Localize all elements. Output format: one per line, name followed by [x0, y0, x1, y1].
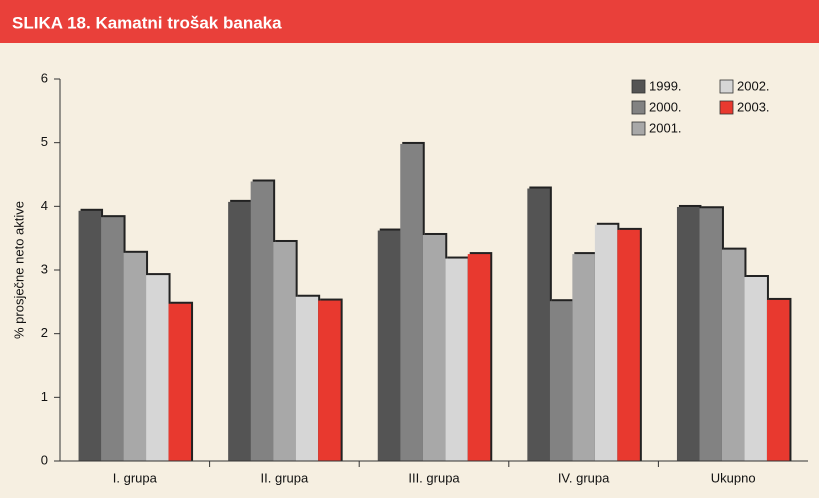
bar [168, 303, 192, 461]
chart-title: SLIKA 18. Kamatni trošak banaka [12, 13, 282, 32]
bar [766, 299, 790, 461]
x-tick-label: I. grupa [113, 470, 158, 485]
x-tick-label: III. grupa [408, 470, 460, 485]
bar [78, 210, 102, 461]
bar [594, 224, 618, 461]
bar [123, 252, 147, 461]
bar [527, 188, 550, 462]
bar [467, 254, 491, 461]
y-tick-label: 0 [41, 452, 48, 467]
y-tick-label: 2 [41, 325, 48, 340]
x-tick-label: IV. grupa [558, 470, 610, 485]
bar [377, 230, 401, 461]
legend-label: 2003. [737, 99, 770, 114]
bar [228, 201, 251, 462]
y-tick-label: 3 [41, 261, 48, 276]
title-bar [0, 0, 819, 43]
legend-label: 2002. [737, 78, 770, 93]
bar [400, 143, 423, 461]
y-tick-label: 4 [41, 198, 48, 213]
legend-swatch [631, 79, 646, 94]
bar [250, 181, 274, 461]
bar [422, 234, 446, 461]
bar [445, 258, 468, 461]
bar [699, 208, 722, 461]
y-tick-label: 1 [41, 389, 48, 404]
y-tick-label: 6 [41, 70, 48, 85]
bar [744, 277, 767, 461]
legend-swatch [631, 121, 646, 136]
bar [318, 300, 341, 461]
bar [295, 296, 319, 461]
x-tick-label: Ukupno [711, 470, 756, 485]
legend-label: 1999. [649, 78, 682, 93]
legend-swatch [631, 100, 646, 115]
bar [617, 229, 640, 461]
x-tick-label: II. grupa [261, 470, 309, 485]
y-axis-label: % prosječne neto aktive [11, 201, 26, 339]
legend-swatch [719, 79, 734, 94]
bar [549, 301, 573, 461]
bar [146, 275, 169, 461]
legend-label: 2001. [649, 120, 682, 135]
bar [721, 249, 745, 461]
bar [101, 217, 124, 461]
bar [676, 206, 700, 461]
legend-label: 2000. [649, 99, 682, 114]
y-tick-label: 5 [41, 134, 48, 149]
legend-swatch [719, 100, 734, 115]
bar [273, 241, 296, 461]
bar [572, 254, 595, 461]
